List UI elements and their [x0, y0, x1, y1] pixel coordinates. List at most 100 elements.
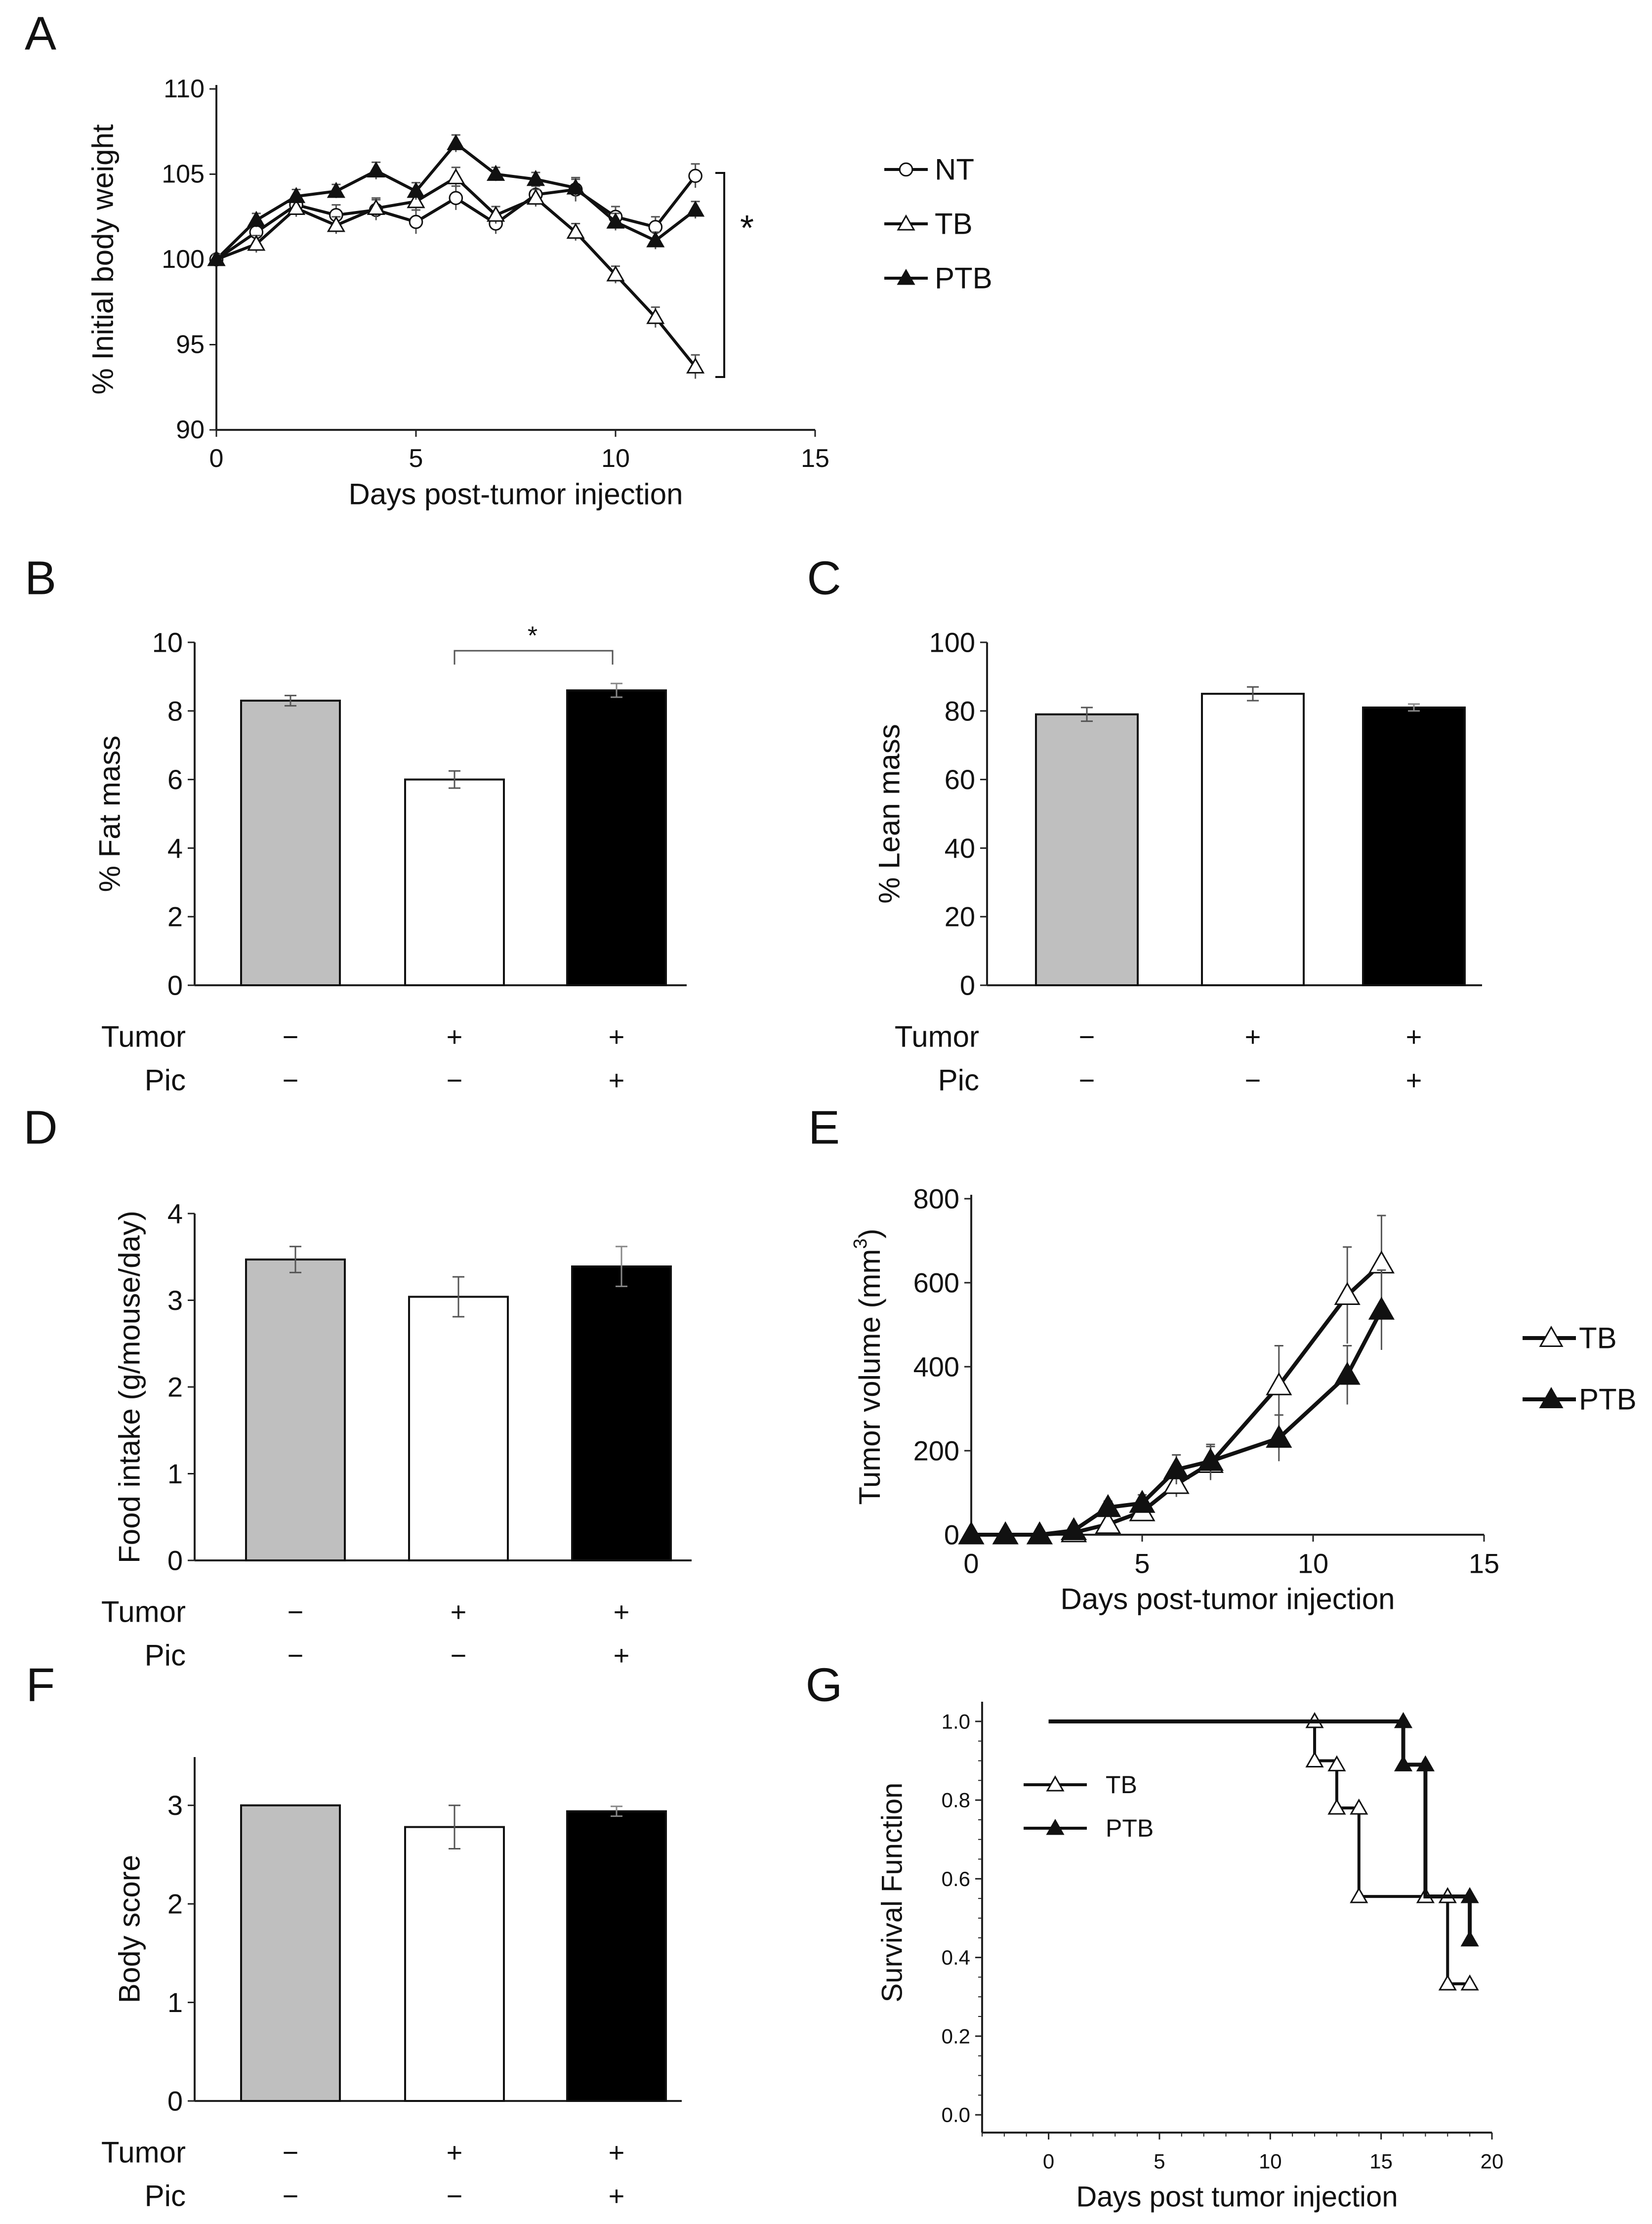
data-point-ptb	[1026, 1521, 1053, 1545]
x-tick-label: 5	[409, 444, 423, 473]
y-axis-label: Tumor volume (mm3)	[850, 1229, 886, 1505]
legend-label-nt: NT	[935, 153, 974, 186]
row-value: +	[1406, 1021, 1422, 1052]
survival-marker-ptb	[1460, 1930, 1479, 1947]
row-value: −	[283, 1065, 299, 1096]
x-tick-label: 0	[963, 1548, 979, 1579]
y-tick-label: 40	[945, 833, 975, 864]
y-tick-label: 0.4	[942, 1946, 970, 1969]
row-value: −	[451, 1640, 467, 1671]
data-point-tb	[247, 234, 266, 251]
row-label-pic: Pic	[145, 1064, 186, 1097]
panel-letter-e: E	[808, 1101, 840, 1154]
data-point-ptb	[287, 187, 306, 203]
bar-nt	[1035, 713, 1139, 986]
x-tick-label: 15	[1469, 1548, 1499, 1579]
bar-ptb	[571, 1265, 672, 1561]
x-tick-label: 15	[1369, 2150, 1393, 2173]
y-tick-label: 800	[913, 1183, 959, 1215]
data-point-nt	[409, 214, 423, 229]
y-tick-label: 10	[152, 627, 183, 658]
y-tick-label: 0	[944, 1519, 959, 1551]
y-tick-label: 0	[167, 2086, 183, 2117]
row-value: +	[447, 1021, 463, 1052]
data-point-ptb	[1197, 1448, 1224, 1471]
data-point-ptb	[1266, 1425, 1292, 1448]
y-tick-label: 110	[164, 75, 205, 103]
bar-ptb	[566, 689, 667, 987]
x-tick-label: 10	[1259, 2150, 1282, 2173]
data-point-ptb	[487, 165, 505, 181]
y-tick-label: 6	[167, 764, 183, 795]
panel-letter-d: D	[23, 1101, 57, 1154]
data-point-nt	[688, 168, 702, 183]
panel-letter-a: A	[25, 7, 56, 60]
bar-ptb	[566, 1810, 667, 2102]
data-point-ptb	[1334, 1361, 1361, 1385]
row-value: +	[1406, 1065, 1422, 1096]
data-point-ptb	[606, 212, 625, 229]
row-value: −	[1245, 1065, 1261, 1096]
y-tick-label: 1	[167, 1458, 183, 1489]
bar-nt	[245, 1259, 346, 1561]
y-axis-label: % Initial body weight	[86, 124, 120, 394]
significance-star: *	[740, 209, 754, 248]
y-tick-label: 60	[945, 764, 975, 795]
row-value: +	[614, 1640, 630, 1671]
y-tick-label: 0.8	[942, 1789, 970, 1812]
survival-marker-tb	[1350, 1798, 1368, 1815]
y-tick-label: 20	[945, 901, 975, 932]
significance-bracket	[454, 650, 614, 665]
y-axis-label-end: )	[853, 1229, 886, 1239]
y-axis-label: % Fat mass	[93, 736, 126, 892]
y-tick-label: 200	[913, 1435, 959, 1467]
row-value: −	[447, 1065, 463, 1096]
x-tick-label: 0	[1043, 2150, 1054, 2173]
row-label-tumor: Tumor	[101, 1020, 186, 1053]
data-point-tb	[407, 192, 425, 209]
data-point-ptb	[1095, 1494, 1121, 1517]
survival-marker-ptb	[1394, 1755, 1413, 1771]
data-point-tb	[327, 215, 345, 232]
legend-marker	[897, 268, 915, 285]
y-tick-label: 2	[167, 1888, 183, 1920]
y-tick-label: 1.0	[942, 1710, 970, 1733]
y-tick-label: 3	[167, 1790, 183, 1821]
y-tick-label: 400	[913, 1351, 959, 1383]
y-tick-label: 1	[167, 1987, 183, 2018]
legend-marker	[897, 214, 915, 231]
data-point-ptb	[958, 1521, 985, 1545]
row-value: +	[1245, 1021, 1261, 1052]
row-value: −	[1079, 1065, 1095, 1096]
y-tick-label: 4	[167, 833, 183, 864]
data-point-tb	[526, 188, 545, 205]
row-value: −	[283, 1021, 299, 1052]
data-point-tb	[1334, 1282, 1361, 1305]
row-value: +	[609, 2181, 625, 2212]
row-value: +	[609, 1065, 625, 1096]
survival-marker-tb	[1305, 1751, 1324, 1767]
row-value: −	[283, 2137, 299, 2168]
significance-star: *	[528, 622, 537, 650]
legend-label-ptb: PTB	[935, 262, 992, 295]
bar-tb	[408, 1296, 509, 1561]
row-label-pic: Pic	[145, 1639, 186, 1672]
row-label-pic: Pic	[145, 2180, 186, 2213]
y-tick-label: 2	[167, 1372, 183, 1403]
legend-marker	[1046, 1775, 1065, 1792]
bar-nt	[240, 1804, 341, 2102]
y-tick-label: 2	[167, 901, 183, 932]
survival-marker-ptb	[1460, 1887, 1479, 1903]
bar-tb	[1201, 693, 1305, 986]
data-point-tb	[1266, 1372, 1292, 1395]
y-tick-label: 95	[176, 331, 205, 359]
x-axis-label: Days post tumor injection	[1076, 2181, 1398, 2213]
data-point-ptb	[1163, 1456, 1190, 1479]
y-tick-label: 8	[167, 695, 183, 726]
data-point-tb	[646, 308, 665, 324]
y-tick-label: 3	[167, 1285, 183, 1316]
data-point-ptb	[1061, 1517, 1087, 1540]
y-axis-label-superscript: 3	[850, 1239, 871, 1249]
y-tick-label: 0.6	[942, 1867, 970, 1890]
legend-label-tb: TB	[935, 208, 973, 241]
